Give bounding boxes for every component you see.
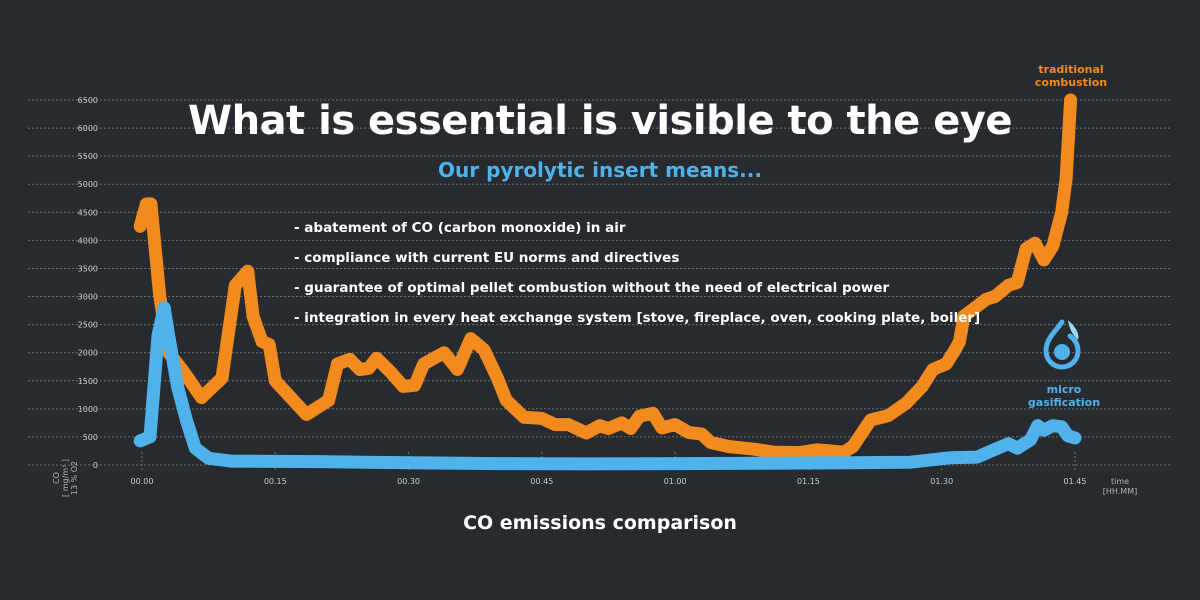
- list-item: - guarantee of optimal pellet combustion…: [294, 280, 890, 296]
- list-item: - abatement of CO (carbon monoxide) in a…: [294, 220, 626, 236]
- x-axis-label-line2: [HH.MM]: [1102, 487, 1138, 496]
- traditional-label-line2: combustion: [1034, 76, 1108, 89]
- y-tick-label: 6000: [78, 124, 98, 133]
- y-axis-label-line3: 13 % O2: [70, 460, 79, 496]
- y-tick-labels: 0 500 1000 1500 2000 2500 3000 3500 4000 4500 5000…: [78, 96, 98, 470]
- y-tick-label: 2500: [78, 321, 98, 330]
- y-tick-label: 4500: [78, 208, 98, 217]
- y-tick-label: 0: [93, 461, 98, 470]
- x-tick-label: 00.30: [397, 477, 420, 486]
- page-title: What is essential is visible to the eye: [187, 98, 1013, 144]
- y-tick-label: 6500: [78, 96, 98, 105]
- page-subtitle: Our pyrolytic insert means...: [438, 158, 762, 182]
- y-tick-label: 1000: [78, 405, 98, 414]
- y-tick-label: 3500: [78, 264, 98, 273]
- series-line-traditional-combustion: [133, 93, 1078, 460]
- y-tick-label: 3000: [78, 293, 98, 302]
- y-axis-label: CO [ mg/m³ ] 13 % O2: [52, 448, 79, 508]
- y-tick-label: 1500: [78, 377, 98, 386]
- x-tick-label: 00.15: [264, 477, 287, 486]
- y-tick-label: 5000: [78, 180, 98, 189]
- benefits-list: - abatement of CO (carbon monoxide) in a…: [294, 216, 980, 336]
- traditional-combustion-label: traditional combustion: [1011, 63, 1131, 89]
- series-lines: [133, 93, 1082, 471]
- x-axis-label: time [HH.MM]: [1098, 477, 1142, 497]
- x-tick-label: 00.00: [131, 477, 154, 486]
- x-axis-label-line1: time: [1110, 477, 1130, 486]
- y-axis-label-line1: CO: [52, 472, 61, 484]
- y-tick-label: 5500: [78, 152, 98, 161]
- x-tick-label: 01.00: [664, 477, 687, 486]
- micro-label-line1: micro: [1046, 383, 1082, 396]
- flame-drop-icon: [1040, 318, 1084, 376]
- x-tick-label: 01.45: [1064, 477, 1087, 486]
- traditional-label-line1: traditional: [1038, 63, 1104, 76]
- x-tick-label: 00.45: [530, 477, 553, 486]
- list-item: - integration in every heat exchange sys…: [294, 310, 981, 326]
- chart-title: CO emissions comparison: [463, 512, 737, 534]
- y-axis-label-line2: [ mg/m³ ]: [61, 459, 70, 497]
- list-item: - compliance with current EU norms and d…: [294, 250, 680, 266]
- x-tick-label: 01.30: [930, 477, 953, 486]
- y-tick-label: 500: [83, 433, 98, 442]
- y-tick-label: 4000: [78, 236, 98, 245]
- micro-label-line2: gasification: [1027, 396, 1101, 409]
- x-tick-label: 01.15: [797, 477, 820, 486]
- y-tick-label: 2000: [78, 349, 98, 358]
- micro-gasification-label: micro gasification: [1004, 383, 1124, 409]
- series-line-micro-gasification: [133, 301, 1082, 471]
